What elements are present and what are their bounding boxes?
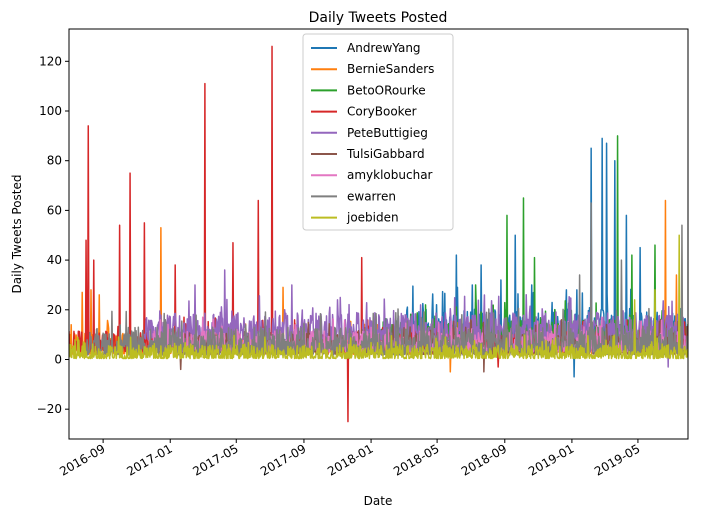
x-tick-label: 2016-09	[57, 441, 107, 478]
legend: AndrewYang BernieSanders BetoORourke CoryBo…	[302, 33, 454, 231]
y-axis-title: Daily Tweets Posted	[10, 175, 24, 294]
x-tick-label: 2019-05	[592, 441, 642, 478]
legend-label: joebiden	[346, 211, 399, 225]
chart-title: Daily Tweets Posted	[309, 10, 448, 26]
legend-label: BetoORourke	[347, 83, 426, 97]
legend-label: amyklobuchar	[347, 168, 433, 182]
x-tick-label: 2017-09	[258, 441, 308, 478]
x-tick-label: 2018-05	[391, 441, 441, 478]
y-tick-label: 100	[39, 104, 62, 118]
legend-label: CoryBooker	[347, 105, 417, 119]
y-tick-label: 120	[39, 54, 62, 68]
legend-box	[302, 33, 454, 231]
y-tick-label: 40	[47, 253, 62, 267]
y-tick-label: 0	[54, 352, 62, 366]
x-axis-title: Date	[364, 494, 393, 508]
legend-label: ewarren	[347, 189, 396, 203]
x-tick-label: 2019-01	[526, 441, 576, 478]
y-axis: −20 0 20 40 60 80 100 120	[37, 54, 69, 416]
x-tick-label: 2018-09	[459, 441, 509, 478]
plot-frame	[68, 28, 689, 440]
x-tick-label: 2017-05	[190, 441, 240, 478]
y-tick-label: 20	[47, 303, 62, 317]
x-tick-label: 2018-01	[325, 441, 375, 478]
legend-label: PeteButtigieg	[347, 126, 428, 140]
y-tick-label: 80	[47, 154, 62, 168]
y-tick-label: −20	[37, 402, 62, 416]
series-line-joebiden	[69, 234, 688, 360]
legend-label: TulsiGabbard	[346, 147, 425, 161]
legend-label: AndrewYang	[347, 41, 421, 55]
x-tick-label: 2017-01	[124, 441, 174, 478]
y-tick-label: 60	[47, 203, 62, 217]
series-layer	[69, 45, 688, 423]
legend-label: BernieSanders	[347, 62, 434, 76]
x-axis: 2016-09 2017-01 2017-05 2017-09 2018-01 2018-…	[57, 439, 642, 479]
